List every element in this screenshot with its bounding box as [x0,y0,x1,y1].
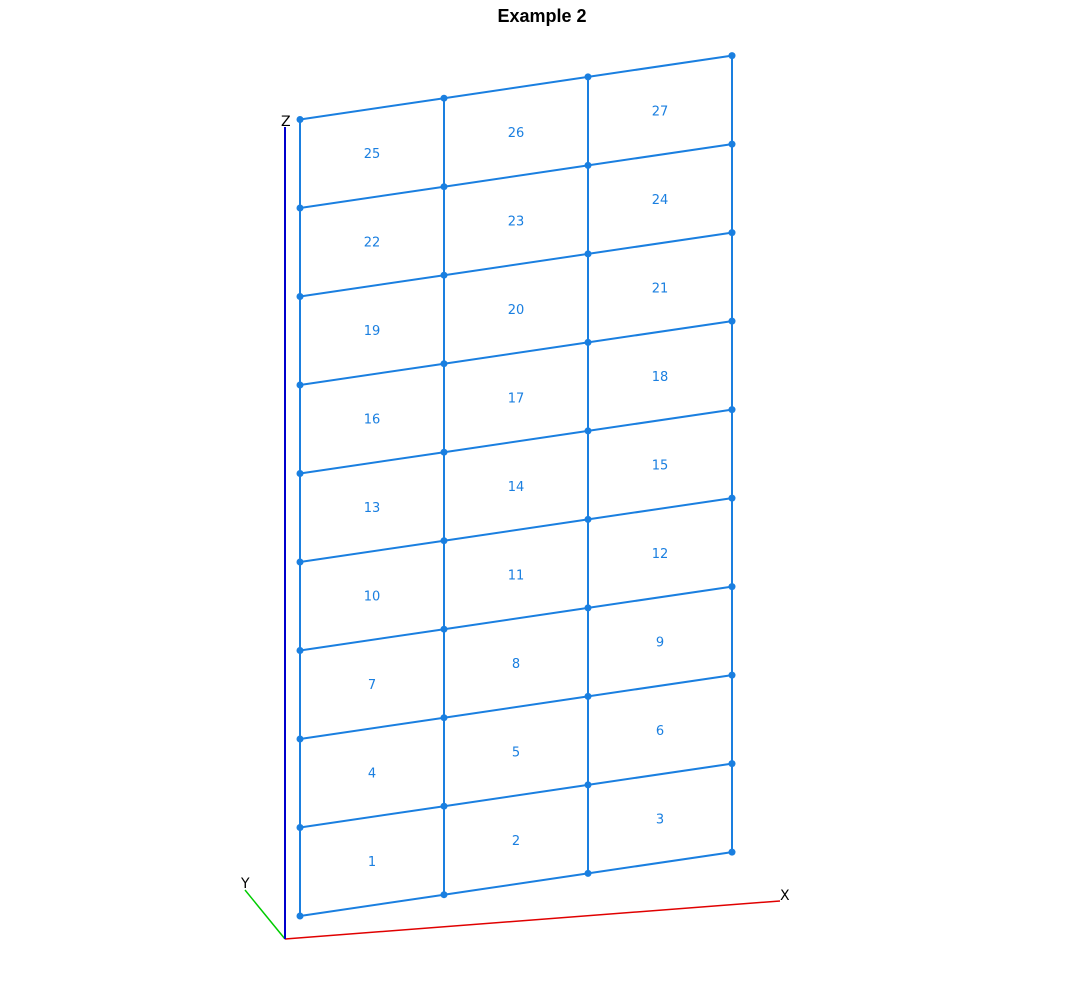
y-axis-label: Y [240,876,250,892]
mesh-nodes [296,52,736,920]
mesh-node [296,912,304,920]
mesh-node [584,338,592,346]
element-label: 20 [508,303,525,318]
element-label: 3 [656,813,664,828]
element-label: 14 [508,480,525,495]
mesh-node [296,647,304,654]
mesh-node [728,848,736,856]
mesh-node [584,73,592,81]
mesh-node [584,515,592,523]
mesh-row-line [299,762,733,829]
element-label: 27 [652,105,669,120]
mesh-node [584,869,592,877]
mesh-row-line [299,143,733,209]
mesh-node [296,381,304,389]
mesh-node [728,494,736,502]
mesh-node [296,293,304,300]
x-axis [284,900,781,940]
element-label: 13 [364,501,381,516]
mesh-node [296,558,304,566]
element-label: 19 [364,324,381,339]
mesh-node [440,625,448,633]
mesh-grid-lines [299,54,733,917]
mesh-node [728,229,736,237]
element-label: 21 [652,282,669,297]
mesh-row-line [299,585,733,652]
mesh-row-line [299,851,733,917]
mesh-node [728,760,736,768]
element-label: 2 [512,834,520,849]
mesh-node [728,671,736,679]
axes-triad: X Y Z [240,114,790,940]
mesh-node [728,406,736,414]
mesh-row-line [299,408,733,475]
element-label: 17 [508,391,525,406]
element-label: 12 [652,547,669,562]
mesh-node [584,161,592,169]
mesh-node [584,604,592,612]
element-label: 25 [364,147,381,162]
mesh-node [296,470,304,477]
element-label: 1 [368,855,376,870]
plot-title: Example 2 [497,6,587,26]
mesh-node [728,52,736,60]
mesh-node [440,360,448,368]
mesh-node [440,802,448,810]
element-label: 18 [652,370,669,385]
mesh-node [440,891,448,899]
mesh-node [296,204,304,212]
mesh-row-line [299,54,733,121]
mesh-node [296,116,304,123]
mesh-node [296,735,304,743]
mesh-node [728,140,736,148]
element-label: 7 [368,678,376,693]
element-label: 8 [512,657,520,672]
mesh-node [728,583,736,591]
mesh-node [584,692,592,700]
element-label: 6 [656,724,664,739]
element-label: 23 [508,214,525,229]
mesh-node [584,781,592,789]
element-labels: 1234567891011121314151617181920212223242… [364,105,669,871]
mesh-node [296,824,304,831]
element-label: 4 [368,767,376,782]
mesh-node [440,537,448,545]
element-label: 10 [364,590,381,605]
mesh-row-line [299,231,733,298]
mesh-node [440,183,448,191]
mesh-node [728,317,736,325]
element-label: 24 [652,193,669,208]
mesh-node [440,271,448,279]
mesh-node [440,94,448,102]
mesh-node [584,250,592,258]
element-label: 5 [512,745,520,760]
z-axis-label: Z [281,114,291,130]
mesh-row-line [299,497,733,563]
mesh-row-line [299,674,733,740]
mesh-node [440,714,448,722]
y-axis [244,889,286,940]
element-label: 15 [652,459,669,474]
element-label: 16 [364,413,381,428]
mesh-row-line [299,320,733,386]
element-label: 26 [508,126,525,141]
element-label: 22 [364,236,381,251]
mesh-node [440,448,448,456]
x-axis-label: X [780,888,790,904]
element-label: 11 [508,568,525,583]
element-label: 9 [656,636,664,651]
mesh-node [584,427,592,435]
